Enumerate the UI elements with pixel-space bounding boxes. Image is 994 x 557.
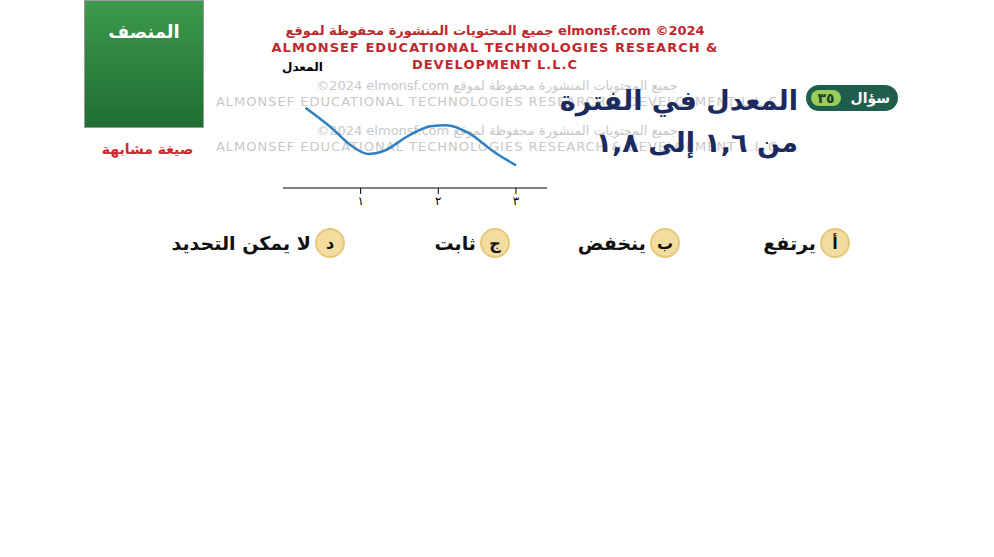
html-text:د: د: [325, 233, 335, 253]
html-text:المعدل: المعدل: [282, 60, 323, 74]
html-text:جميع المحتويات المنشورة محفوظة: جميع المحتويات المنشورة محفوظة لموقع elm…: [285, 23, 705, 38]
html-text:من ١,٦ إلى ١,٨: من ١,٦ إلى ١,٨: [595, 127, 798, 158]
html-text:©2024 elmonsf.com جميع المحتوي: ©2024 elmonsf.com جميع المحتويات المنشور…: [316, 78, 678, 93]
html-text:٣٥: ٣٥: [817, 90, 835, 106]
html-text:سؤال: سؤال: [850, 90, 890, 106]
svg-text:١: ١: [357, 194, 363, 208]
html-text:ALMONSEF EDUCATIONAL TECHNOLOG: ALMONSEF EDUCATIONAL TECHNOLOGIES RESEAR…: [216, 94, 778, 109]
html-text:المعدل في الفترة: المعدل في الفترة: [559, 85, 798, 116]
html-text:صيغة مشابهة: صيغة مشابهة: [101, 141, 194, 157]
html-text:ALMONSEF EDUCATIONAL TECHNOLOG: ALMONSEF EDUCATIONAL TECHNOLOGIES RESEAR…: [216, 139, 778, 154]
html-text:ج: ج: [489, 233, 501, 253]
html-text:يرتفع: يرتفع: [763, 232, 816, 254]
html-text:ALMONSEF EDUCATIONAL TECHNOLOG: ALMONSEF EDUCATIONAL TECHNOLOGIES RESEAR…: [271, 40, 719, 55]
html-text:ثابت: ثابت: [434, 232, 476, 254]
html-text:ب: ب: [657, 233, 673, 253]
svg-text:٢: ٢: [435, 194, 441, 208]
svg-text:٣: ٣: [513, 194, 520, 208]
html-text:المنصف: المنصف: [108, 21, 180, 42]
html-text:أ: أ: [832, 233, 838, 253]
html-text:لا يمكن التحديد: لا يمكن التحديد: [171, 232, 311, 254]
html-text:DEVELOPMENT L.L.C: DEVELOPMENT L.L.C: [412, 57, 578, 72]
html-text:ينخفض: ينخفض: [577, 232, 646, 254]
html-text:©2024 elmonsf.com جميع المحتوي: ©2024 elmonsf.com جميع المحتويات المنشور…: [316, 123, 678, 138]
